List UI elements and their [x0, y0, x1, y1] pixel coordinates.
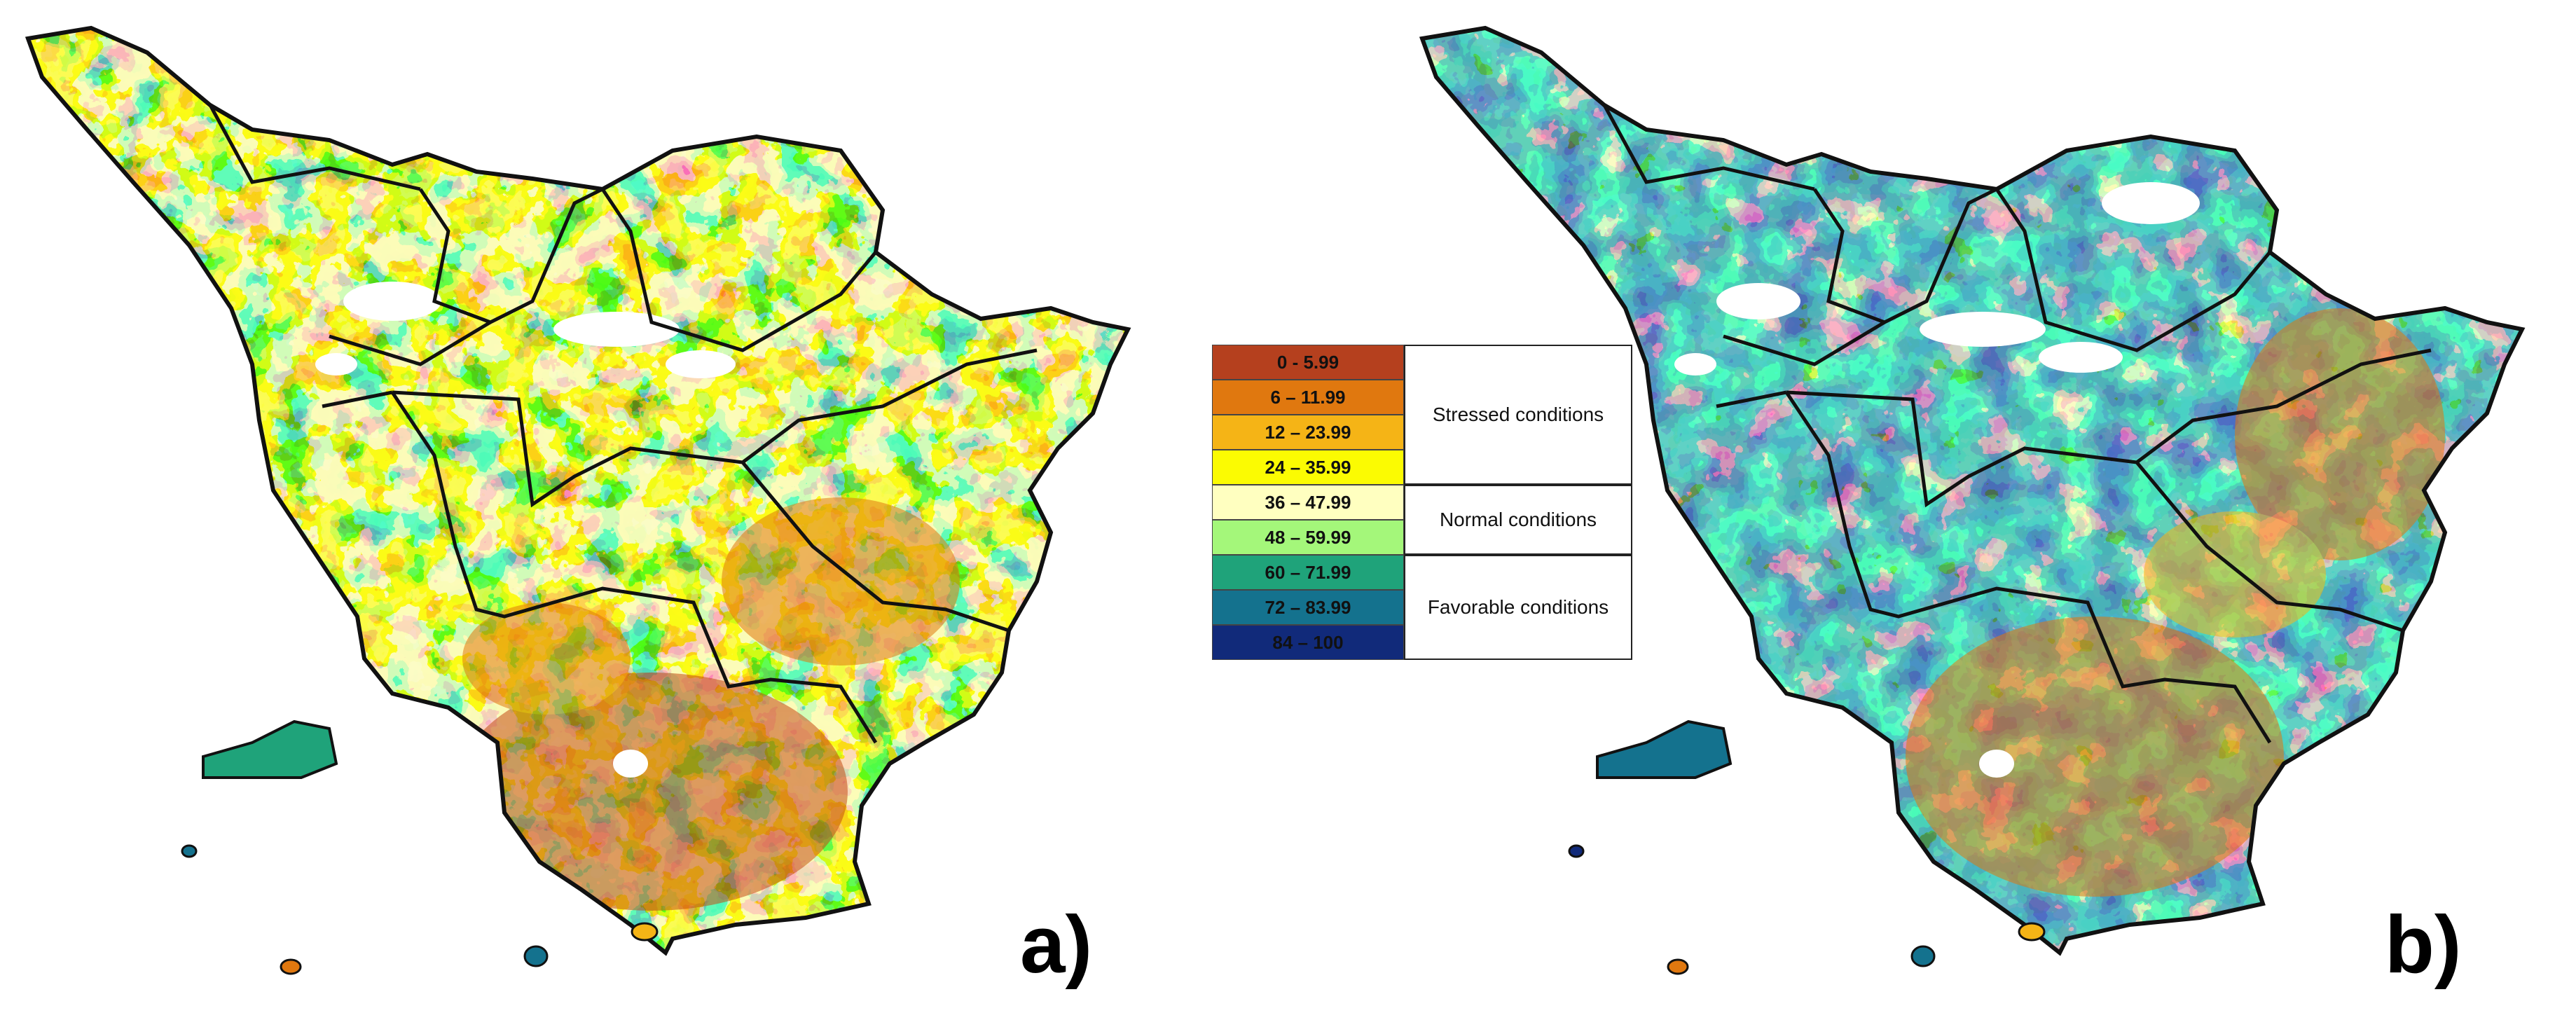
legend-class-4: 36 – 47.99	[1212, 485, 1404, 520]
legend-class-8: 84 – 100	[1212, 625, 1404, 660]
legend-class-range: 6 – 11.99	[1270, 387, 1346, 408]
legend-group-label: Stressed conditions	[1432, 404, 1604, 425]
legend-class-range: 24 – 35.99	[1265, 457, 1351, 478]
panel-label-a: a)	[1020, 899, 1093, 990]
legend-group-stressed: Stressed conditions	[1404, 345, 1632, 485]
legend-class-range: 12 – 23.99	[1265, 422, 1351, 443]
province-boundaries-b	[1422, 28, 2522, 953]
legend-group-label: Favorable conditions	[1427, 596, 1609, 618]
province-boundaries-a	[28, 28, 1128, 953]
map-panel-a	[0, 0, 1205, 975]
legend-class-range: 48 – 59.99	[1265, 527, 1351, 548]
legend-class-range: 60 – 71.99	[1265, 562, 1351, 583]
legend-class-range: 0 - 5.99	[1276, 352, 1339, 373]
legend-group-favorable: Favorable conditions	[1404, 555, 1632, 660]
legend-class-range: 36 – 47.99	[1265, 492, 1351, 513]
legend-class-2: 12 – 23.99	[1212, 415, 1404, 450]
islands-b	[1568, 719, 2046, 975]
legend-class-1: 6 – 11.99	[1212, 380, 1404, 415]
legend-class-3: 24 – 35.99	[1212, 450, 1404, 485]
tuscany-raster-a	[28, 28, 1128, 953]
legend-class-range: 84 – 100	[1272, 632, 1344, 653]
islands-a	[181, 719, 659, 975]
legend-group-label: Normal conditions	[1439, 509, 1597, 530]
legend-class-6: 60 – 71.99	[1212, 555, 1404, 590]
legend-class-7: 72 – 83.99	[1212, 590, 1404, 625]
legend: 0 - 5.99 6 – 11.99 12 – 23.99 24 – 35.99…	[1212, 345, 1632, 667]
legend-class-5: 48 – 59.99	[1212, 520, 1404, 555]
panel-label-b: b)	[2385, 899, 2462, 990]
legend-group-normal: Normal conditions	[1404, 485, 1632, 555]
legend-class-0: 0 - 5.99	[1212, 345, 1404, 380]
legend-class-range: 72 – 83.99	[1265, 597, 1351, 618]
